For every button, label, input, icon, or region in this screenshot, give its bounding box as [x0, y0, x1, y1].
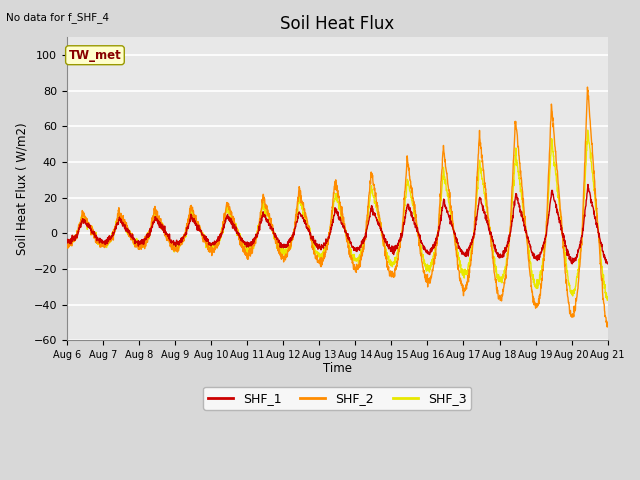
Legend: SHF_1, SHF_2, SHF_3: SHF_1, SHF_2, SHF_3 [203, 387, 472, 410]
Text: TW_met: TW_met [68, 49, 122, 62]
Title: Soil Heat Flux: Soil Heat Flux [280, 15, 394, 33]
Text: No data for f_SHF_4: No data for f_SHF_4 [6, 12, 109, 23]
Y-axis label: Soil Heat Flux ( W/m2): Soil Heat Flux ( W/m2) [15, 122, 28, 255]
X-axis label: Time: Time [323, 361, 352, 374]
